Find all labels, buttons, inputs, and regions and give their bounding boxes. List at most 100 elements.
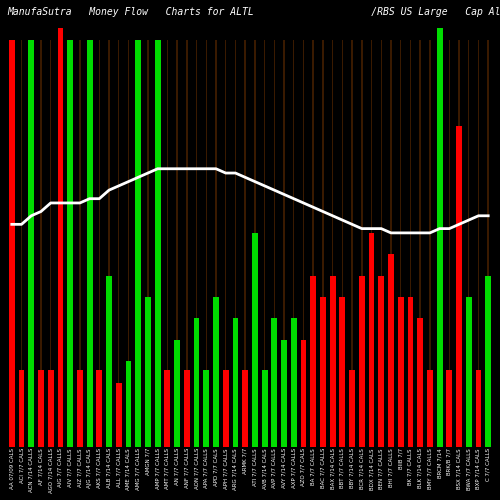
Bar (40, 40, 42, 446)
Bar (436, 28, 442, 446)
Bar (164, 370, 170, 446)
Bar (262, 370, 268, 446)
Bar (225, 40, 226, 446)
Bar (284, 40, 285, 446)
Bar (252, 233, 258, 446)
Bar (378, 276, 384, 446)
Bar (293, 40, 294, 446)
Bar (174, 340, 180, 446)
Bar (176, 40, 178, 446)
Bar (340, 297, 345, 446)
Bar (166, 40, 168, 446)
Bar (488, 40, 489, 446)
Bar (291, 318, 296, 446)
Bar (118, 40, 120, 446)
Bar (390, 40, 392, 446)
Bar (204, 370, 209, 446)
Bar (342, 40, 343, 446)
Bar (147, 40, 148, 446)
Bar (400, 40, 402, 446)
Bar (458, 40, 460, 446)
Bar (439, 28, 440, 446)
Bar (38, 370, 44, 446)
Bar (194, 318, 200, 446)
Bar (272, 318, 277, 446)
Bar (274, 40, 275, 446)
Bar (98, 40, 100, 446)
Bar (206, 40, 207, 446)
Bar (234, 40, 236, 446)
Bar (96, 370, 102, 446)
Bar (361, 40, 362, 446)
Bar (312, 40, 314, 446)
Bar (145, 297, 151, 446)
Bar (58, 28, 64, 446)
Bar (264, 40, 266, 446)
Bar (157, 40, 158, 446)
Bar (196, 40, 198, 446)
Bar (60, 28, 61, 446)
Bar (67, 40, 73, 446)
Bar (48, 370, 54, 446)
Bar (136, 40, 141, 446)
Bar (486, 276, 491, 446)
Bar (213, 297, 219, 446)
Bar (408, 297, 414, 446)
Bar (89, 40, 90, 446)
Bar (21, 40, 22, 446)
Bar (410, 40, 411, 446)
Bar (427, 370, 433, 446)
Bar (417, 318, 423, 446)
Bar (476, 370, 482, 446)
Bar (398, 297, 404, 446)
Bar (116, 382, 121, 446)
Bar (468, 40, 469, 446)
Bar (184, 370, 190, 446)
Bar (349, 370, 355, 446)
Bar (281, 340, 287, 446)
Bar (126, 361, 132, 446)
Bar (332, 40, 334, 446)
Bar (18, 370, 24, 446)
Bar (244, 40, 246, 446)
Bar (456, 126, 462, 446)
Bar (242, 370, 248, 446)
Bar (380, 40, 382, 446)
Bar (186, 40, 188, 446)
Bar (138, 40, 139, 446)
Bar (446, 370, 452, 446)
Bar (9, 40, 15, 446)
Bar (420, 40, 421, 446)
Bar (232, 318, 238, 446)
Text: ManufaSutra   Money Flow   Charts for ALTL                    /RBS US Large   Ca: ManufaSutra Money Flow Charts for ALTL /… (7, 7, 500, 17)
Bar (388, 254, 394, 446)
Bar (30, 40, 32, 446)
Bar (466, 297, 471, 446)
Bar (429, 40, 430, 446)
Bar (28, 40, 34, 446)
Bar (359, 276, 364, 446)
Bar (322, 40, 324, 446)
Bar (50, 40, 51, 446)
Bar (223, 370, 228, 446)
Bar (302, 40, 304, 446)
Bar (11, 40, 13, 446)
Bar (254, 40, 256, 446)
Bar (154, 40, 160, 446)
Bar (108, 40, 110, 446)
Bar (478, 40, 479, 446)
Bar (368, 233, 374, 446)
Bar (77, 370, 83, 446)
Bar (128, 40, 129, 446)
Bar (352, 40, 353, 446)
Bar (215, 40, 216, 446)
Bar (70, 40, 71, 446)
Bar (330, 276, 336, 446)
Bar (448, 40, 450, 446)
Bar (371, 40, 372, 446)
Bar (86, 40, 92, 446)
Bar (320, 297, 326, 446)
Bar (300, 340, 306, 446)
Bar (79, 40, 80, 446)
Bar (310, 276, 316, 446)
